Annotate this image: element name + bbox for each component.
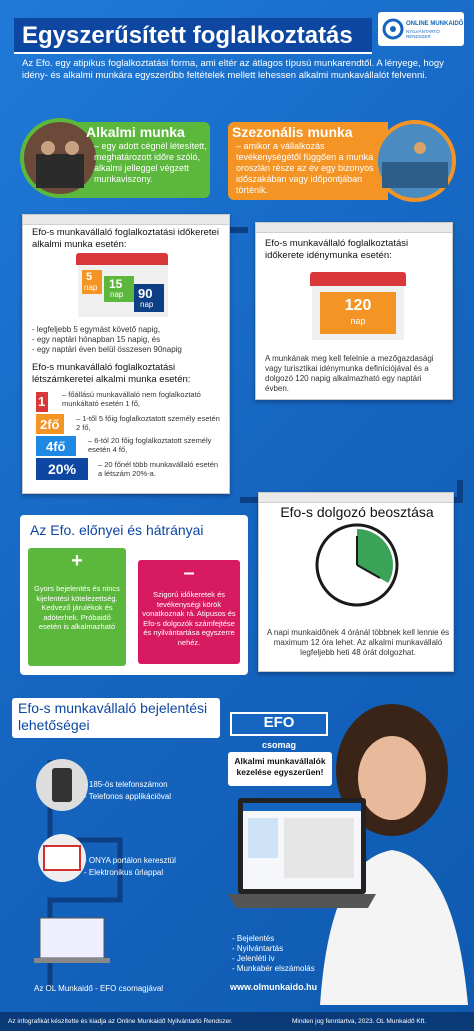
intro: Az Efo. egy atipikus foglalkoztatási for…: [22, 58, 444, 81]
calendar-num: 90: [138, 286, 153, 301]
title-box: [14, 18, 372, 54]
footer-text: Minden jog fenntartva, 2023. OL Munkaidő…: [292, 1018, 427, 1025]
bullet: - egy naptári éven belül összesen 90napi…: [32, 345, 182, 354]
cons-box: [138, 560, 240, 664]
card-seasonal: [228, 122, 388, 200]
card-text: – amikor a vállalkozás tevékenységétől f…: [236, 141, 374, 195]
pyramid-label: 1: [38, 394, 46, 409]
calendar-unit: nap: [110, 290, 124, 299]
card-title: Szezonális munka: [232, 124, 353, 140]
feature: - Jelenléti ív: [232, 954, 275, 963]
plus-sign: +: [71, 550, 83, 572]
pyramid-text: – főállású munkavállaló nem foglalkoztat…: [62, 390, 201, 408]
pyramid-label: 20%: [48, 461, 77, 477]
calendar-block: [320, 292, 396, 334]
calendar-num: 5: [86, 271, 93, 283]
section-text: A napi munkaidőnek 4 óránál többnek kell…: [266, 628, 450, 657]
feature: - Bejelentés: [232, 934, 275, 943]
section-title: Az Efo. előnyei és hátrányai: [30, 522, 204, 538]
logo-icon: [382, 18, 404, 40]
clock: [315, 523, 399, 607]
footer: [0, 1012, 474, 1031]
logo-text: ONLINE MUNKAIDŐ: [406, 21, 464, 27]
pros-text: Gyors bejelentés és nincs kijelentési kö…: [34, 584, 120, 631]
section-text: A munkának meg kell felelnie a mezőgazda…: [265, 354, 434, 393]
calendar-num: 15: [109, 277, 123, 291]
url: www.olmunkaido.hu: [230, 982, 318, 992]
reporting-item: - Telefonos applikációval: [84, 792, 172, 801]
calendar-unit: nap: [350, 316, 366, 326]
tagline-box: [228, 752, 332, 786]
laptop: [228, 798, 376, 908]
section-title: Efo-s munkavállaló bejelentési lehetőség…: [18, 700, 208, 733]
minus-sign: –: [183, 562, 195, 584]
badge-text: EFO: [263, 714, 295, 731]
reporting-path: [34, 759, 123, 990]
cons-text: Szigorú időkeretek és tevékenységi körök…: [142, 590, 236, 647]
logo-text: NYILVÁNTARTÓ RENDSZER: [406, 29, 440, 39]
tagline: Alkalmi munkavállalók kezelése egyszerűe…: [234, 756, 326, 777]
reporting-item: - ONYA portálon keresztül: [84, 856, 176, 865]
footer-text: Az infografikát készítette és kiadja az …: [8, 1018, 233, 1025]
pyramid: [36, 392, 88, 480]
calendar-num: 120: [344, 297, 372, 314]
bullet: - legfeljebb 5 egymást követő napig,: [32, 325, 161, 334]
pyramid-text: – 20 főnél több munkavállaló esetén a lé…: [98, 460, 219, 478]
pyramid-text: – 6-tól 20 főig foglalkoztatott személy …: [88, 436, 212, 454]
section-title: Efo-s munkavállaló foglalkoztatási időke…: [32, 227, 219, 250]
calendar-block: [134, 284, 164, 312]
section-title: Efo-s dolgozó beosztása: [280, 504, 434, 520]
reporting-item: - 185-ös telefonszámon: [84, 780, 168, 789]
photo-casual: [20, 118, 100, 198]
badge-sub: csomag: [261, 740, 296, 750]
package-label: Az OL Munkaidő - EFO csomagjával: [34, 984, 164, 993]
section-title: Efo-s munkavállaló foglalkoztatási időke…: [265, 238, 409, 261]
calendar-block: [82, 270, 102, 294]
pros-box: [28, 548, 126, 666]
feature: - Nyilvántartás: [232, 944, 284, 953]
calendar-block: [104, 276, 134, 302]
calendar-top: [76, 253, 168, 265]
calendar-unit: nap: [140, 300, 154, 309]
card-text: – egy adott cégnél létesített, meghatáro…: [94, 141, 207, 184]
bullet: - egy naptári hónapban 15 napig, és: [32, 335, 161, 344]
calendar-top: [310, 272, 406, 286]
efo-badge: [230, 712, 328, 736]
photo-seasonal: [374, 120, 456, 202]
section-title: Efo-s munkavállaló foglalkoztatási létsz…: [32, 362, 191, 385]
pyramid-label: 2fő: [40, 417, 60, 432]
pyramid-label: 4fő: [46, 439, 66, 454]
feature: - Munkabér elszámolás: [232, 964, 315, 973]
logo: ONLINE MUNKAIDŐ NYILVÁNTARTÓ RENDSZER: [378, 12, 464, 46]
pyramid-text: – 1-től 5 főig foglalkoztatott személy e…: [76, 414, 220, 432]
calendar-unit: nap: [84, 283, 98, 292]
reporting-item: - Elektronikus űrlappal: [84, 868, 164, 877]
reporting-title-box: [12, 698, 220, 738]
page-title: Egyszerűsített foglalkoztatás: [22, 22, 353, 49]
card-title: Alkalmi munka: [86, 124, 185, 140]
